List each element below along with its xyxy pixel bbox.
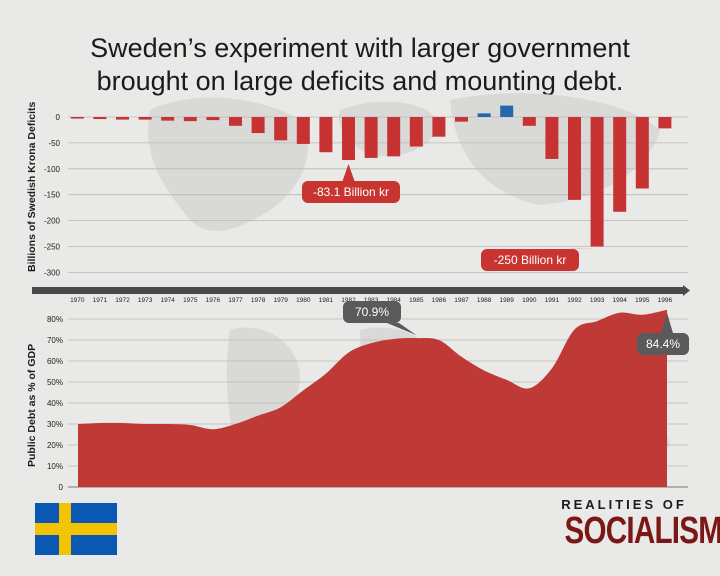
deficit-bar-1979 [274,117,288,141]
deficit-callout-1982-text: -83.1 Billion kr [313,185,389,199]
deficit-bar-1972 [116,117,129,120]
deficit-bar-1985 [409,117,423,147]
y-tick-label: -100 [44,165,61,174]
deficit-bar-1976 [206,117,220,121]
year-axis-band [32,287,683,294]
year-tick-label: 1977 [228,297,243,304]
year-tick-label: 1975 [183,297,198,304]
deficit-bar-1980 [296,117,310,144]
deficit-bar-1989 [500,105,514,117]
deficit-bar-1988 [477,113,491,117]
year-axis-arrow [683,285,690,296]
brand-top-text: REALITIES OF [561,497,687,512]
deficit-bars [70,105,672,247]
y-tick-label: 0 [56,113,61,122]
page-title: Sweden’s experiment with larger governme… [0,32,720,98]
deficit-callout-1982: -83.1 Billion kr [302,164,400,203]
y-tick-label: 60% [47,357,63,366]
deficit-bar-1987 [455,117,468,122]
sweden-flag-icon [35,503,117,555]
debt-callout-1996: 84.4% [637,312,689,355]
deficit-bar-1991 [545,117,559,159]
year-tick-label: 1989 [499,297,514,304]
debt-y-ticks: 0 10% 20% 30% 40% 50% 60% 70% 80% [47,315,64,492]
deficit-bar-1981 [319,117,333,153]
flag-cross-horizontal [35,523,117,535]
deficit-bar-1982 [342,117,355,161]
deficit-bar-1977 [229,117,242,126]
brand-logo-text: SOCIALISM [564,510,720,552]
year-tick-label: 1980 [296,297,311,304]
deficit-bar-1970 [70,117,84,119]
deficit-bar-1984 [387,117,401,157]
year-tick-label: 1985 [409,297,424,304]
y-tick-label: -150 [44,191,61,200]
year-tick-label: 1987 [454,297,469,304]
deficit-bar-1975 [183,117,197,122]
deficit-bar-1974 [161,117,175,121]
deficit-bar-1973 [138,117,152,120]
deficit-bar-1992 [568,117,581,200]
year-tick-label: 1995 [635,297,650,304]
debt-callout-1996-text: 84.4% [646,337,680,351]
y-tick-label: -250 [44,243,61,252]
deficit-bar-1994 [613,117,627,212]
year-tick-label: 1983 [364,297,379,304]
year-tick-label: 1988 [477,297,492,304]
deficit-bar-1995 [635,117,649,189]
deficit-y-ticks: 0 -50 -100 -150 -200 -250 -300 [44,113,61,277]
deficit-bar-1996 [658,117,672,129]
flag-cross-vertical [59,503,71,555]
deficit-bar-1986 [432,117,446,137]
year-tick-label: 1981 [319,297,334,304]
debt-area [78,309,667,487]
y-tick-label: 70% [47,336,63,345]
deficit-callout-1993-text: -250 Billion kr [494,253,567,267]
year-tick-label: 1992 [567,297,582,304]
y-tick-label: 50% [47,378,63,387]
year-tick-label: 1978 [251,297,266,304]
deficit-bar-1993 [590,117,604,247]
year-tick-label: 1996 [658,297,673,304]
y-tick-label: 40% [47,399,63,408]
deficit-bar-1983 [364,117,378,158]
deficit-callout-1993: -250 Billion kr [481,248,598,271]
year-tick-label: 1971 [93,297,108,304]
deficit-bar-1971 [93,117,107,120]
y-tick-label: 30% [47,420,63,429]
year-axis: 1970 1971 1972 1973 1974 1975 1976 1977 1978 1979… [32,285,690,304]
y-tick-label: -300 [44,268,61,277]
year-tick-label: 1976 [206,297,221,304]
y-tick-label: -50 [48,139,60,148]
year-tick-label: 1991 [545,297,560,304]
year-tick-label: 1974 [160,297,175,304]
year-tick-label: 1973 [138,297,153,304]
title-line-2: brought on large deficits and mounting d… [96,66,624,96]
deficit-bar-1990 [522,117,536,126]
year-tick-label: 1970 [70,297,85,304]
year-tick-label: 1972 [115,297,130,304]
year-tick-label: 1994 [612,297,627,304]
y-tick-label: 80% [47,315,63,324]
deficit-bar-1978 [251,117,265,134]
year-tick-label: 1990 [522,297,537,304]
y-tick-label: -200 [44,217,61,226]
year-tick-label: 1986 [432,297,447,304]
year-tick-label: 1979 [273,297,288,304]
year-tick-label: 1982 [341,297,356,304]
y-tick-label: 0 [59,483,64,492]
debt-callout-1985: 70.9% [343,301,417,336]
year-tick-label: 1993 [590,297,605,304]
y-tick-label: 20% [47,441,63,450]
year-tick-label: 1984 [386,297,401,304]
title-line-1: Sweden’s experiment with larger governme… [90,33,630,63]
y-tick-label: 10% [47,462,63,471]
callouts: -83.1 Billion kr -250 Billion kr 70.9% 84.4… [302,164,689,355]
debt-callout-1985-text: 70.9% [355,305,389,319]
